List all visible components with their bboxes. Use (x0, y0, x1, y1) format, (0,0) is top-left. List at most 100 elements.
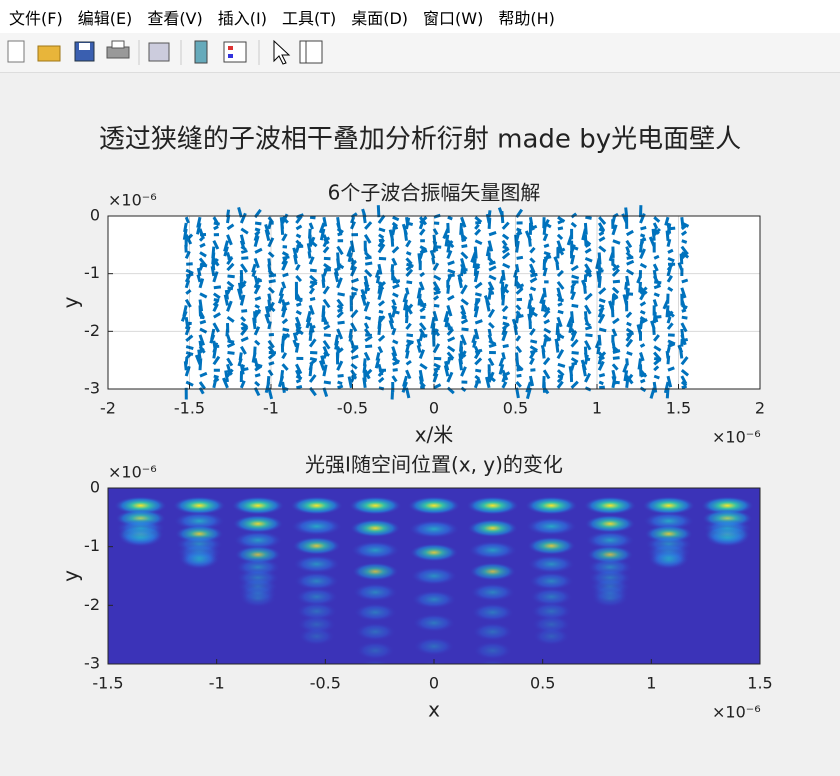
intensity-fringe (351, 541, 400, 560)
x-tick-label: 1.5 (666, 399, 691, 418)
intensity-fringe (408, 496, 460, 515)
x-tick-label: -0.5 (310, 674, 341, 693)
y-tick-label: -3 (84, 654, 100, 673)
y-tick-label: -3 (84, 379, 100, 398)
intensity-fringe (469, 562, 516, 581)
intensity-fringe (765, 512, 807, 530)
property-editor-icon[interactable] (299, 40, 323, 64)
y-tick-label: -1 (84, 536, 100, 555)
menu-item[interactable]: 文件(F) (9, 8, 63, 28)
intensity-fringe (760, 497, 812, 515)
intensity-fringe (584, 496, 637, 515)
intensity-fringe (5, 449, 41, 467)
intensity-fringe (410, 543, 458, 562)
menu-item[interactable]: 插入(I) (217, 8, 267, 28)
intensity-fringe (232, 514, 283, 533)
intensity-fringe (233, 531, 282, 550)
intensity-fringe (114, 496, 167, 515)
intensity-fringe (295, 587, 338, 606)
open-icon[interactable] (37, 45, 61, 62)
intensity-fringe (643, 512, 694, 531)
intensity-fringe (57, 507, 107, 525)
y-tick-label: -2 (84, 321, 100, 340)
intensity-fringe (355, 622, 396, 641)
intensity-fringe (819, 497, 840, 515)
intensity-fringe (823, 508, 840, 526)
menu-item[interactable]: 窗口(W) (423, 8, 484, 28)
intensity-fringe (291, 517, 342, 536)
intensity-fringe (294, 572, 339, 591)
intensity-fringe (0, 511, 47, 529)
intensity-fringe (59, 517, 105, 535)
axes-box (107, 215, 761, 390)
matlab-figure-window: 文件(F) 编辑(E) 查看(V) 插入(I) 工具(T) 桌面(D) 窗口(W) 帮助(H)… (0, 0, 840, 722)
intensity-fringe (0, 512, 46, 530)
intensity-fringe (61, 512, 103, 530)
edit-plot-icon[interactable] (273, 39, 291, 65)
new-file-icon[interactable] (7, 40, 25, 63)
intensity-fringe (470, 583, 515, 602)
intensity-fringe (762, 514, 810, 532)
intensity-fringe (239, 589, 276, 608)
intensity-fringe (826, 470, 840, 488)
intensity-fringe (824, 500, 840, 518)
x-tick-label: 1 (592, 399, 602, 418)
intensity-fringe (174, 512, 225, 531)
figure-title: 透过狭缝的子波相干叠加分析衍射 made by光电面壁人 (99, 125, 741, 155)
intensity-fringe (352, 562, 399, 581)
intensity-fringe (354, 603, 397, 622)
intensity-fringe (296, 602, 337, 621)
intensity-fringe (231, 496, 284, 515)
legend-icon[interactable] (223, 41, 247, 63)
intensity-fringe (173, 496, 226, 515)
y-axis-label: y (59, 570, 83, 582)
x-tick-label: -1.5 (92, 674, 123, 693)
x-exponent: ×10⁻⁶ (712, 428, 761, 447)
x-tick-label: 0 (429, 399, 439, 418)
save-icon[interactable] (74, 41, 95, 62)
x-tick-label: -1.5 (174, 399, 205, 418)
intensity-fringe (642, 496, 695, 515)
intensity-fringe (709, 509, 746, 528)
x-axis-label: x/米 (415, 423, 454, 447)
print-icon[interactable] (106, 40, 130, 59)
y-tick-label: 0 (90, 206, 100, 225)
chart-title: 6个子波合振幅矢量图解 (328, 181, 541, 205)
y-tick-label: -1 (84, 263, 100, 282)
intensity-fringe (650, 548, 687, 567)
menu-item[interactable]: 编辑(E) (77, 8, 133, 28)
intensity-fringe (411, 567, 457, 585)
intensity-fringe (468, 541, 517, 560)
intensity-fringe (413, 613, 455, 632)
menu-item[interactable]: 工具(T) (281, 8, 337, 28)
print-preview-icon[interactable] (148, 42, 170, 62)
x-axis-label: x (428, 698, 440, 722)
intensity-fringe (349, 496, 402, 515)
intensity-fringe (360, 659, 391, 664)
y-tick-label: 0 (90, 478, 100, 497)
menu-item[interactable]: 查看(V) (147, 8, 203, 28)
x-tick-label: 1 (646, 674, 656, 693)
y-exponent: ×10⁻⁶ (108, 191, 157, 210)
intensity-fringe (820, 506, 840, 524)
intensity-fringe (409, 520, 459, 539)
intensity-fringe (234, 545, 281, 564)
intensity-fringe (466, 496, 519, 515)
intensity-fringe (3, 487, 43, 505)
y-axis-label: y (59, 296, 83, 308)
x-exponent: ×10⁻⁶ (712, 703, 761, 722)
menu-item[interactable]: 桌面(D) (351, 8, 409, 28)
intensity-fringe (62, 504, 102, 522)
intensity-fringe (414, 637, 454, 656)
intensity-fringe (530, 587, 573, 606)
colorbar-icon[interactable] (194, 40, 208, 64)
toolbar (0, 33, 840, 73)
intensity-fringe (477, 659, 508, 664)
intensity-fringe (58, 514, 106, 532)
intensity-fringe (768, 476, 804, 494)
menu-item[interactable]: 帮助(H) (498, 8, 555, 28)
intensity-fringe (473, 641, 512, 660)
intensity-fringe (526, 517, 577, 536)
x-tick-label: 2 (755, 399, 765, 418)
intensity-fringe (531, 602, 572, 621)
